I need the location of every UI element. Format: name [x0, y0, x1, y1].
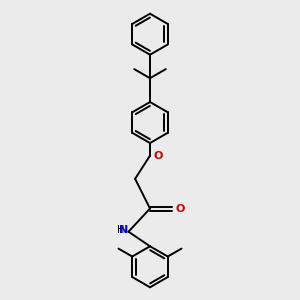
Text: O: O — [176, 204, 185, 214]
Text: O: O — [154, 151, 163, 160]
Text: H: H — [117, 225, 124, 235]
Text: N: N — [119, 225, 128, 235]
